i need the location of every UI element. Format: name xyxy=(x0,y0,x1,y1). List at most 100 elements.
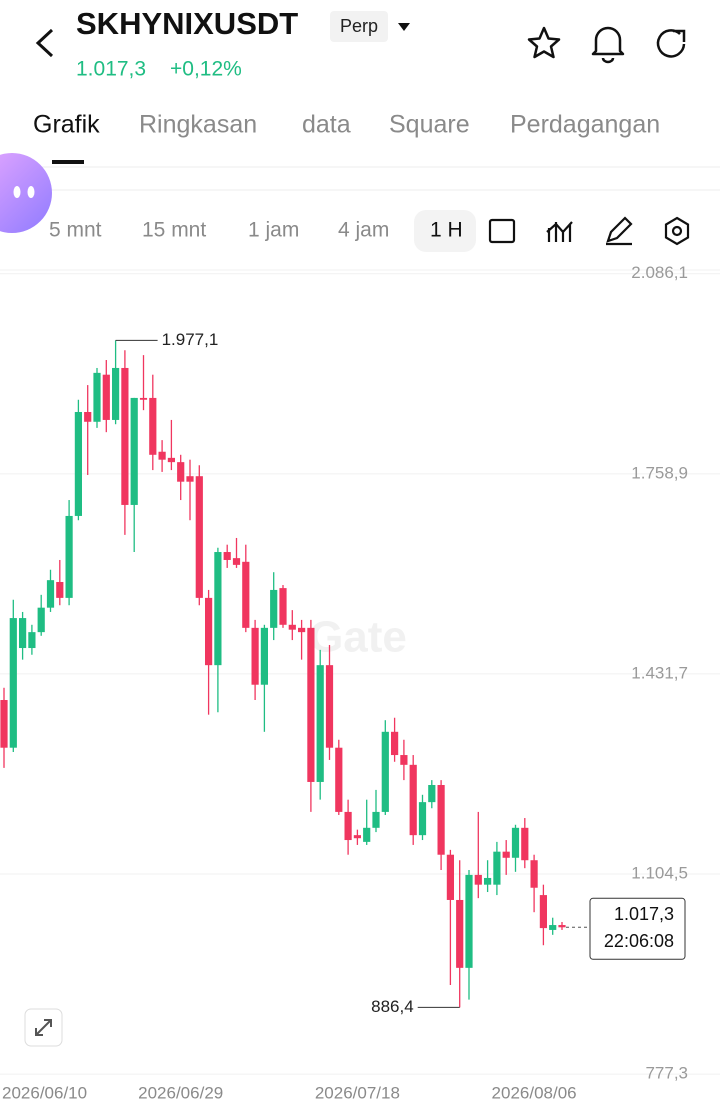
candle-body xyxy=(65,515,73,598)
candle-body xyxy=(409,764,417,836)
toolbar-icons xyxy=(488,216,690,246)
share-icon[interactable] xyxy=(656,29,686,58)
candle-body xyxy=(484,877,492,885)
candle-body xyxy=(112,367,120,420)
badge-bg xyxy=(330,11,388,42)
last-price-label: 1.017,3 xyxy=(614,904,674,924)
candle-body xyxy=(511,827,520,858)
candle-body xyxy=(158,451,166,460)
tab[interactable]: data xyxy=(302,111,351,139)
dropdown[interactable] xyxy=(398,23,410,31)
candle-body xyxy=(325,665,334,748)
tab[interactable]: Square xyxy=(389,111,470,139)
candle-body xyxy=(251,627,259,685)
assistant-bubble[interactable] xyxy=(0,153,52,233)
interval[interactable]: 1 jam xyxy=(248,219,299,242)
candle-body xyxy=(84,411,92,422)
watermark: Gate xyxy=(309,613,407,662)
candle-body xyxy=(353,835,361,839)
candle-body xyxy=(214,552,222,666)
candle-body xyxy=(242,561,250,628)
candle-body xyxy=(46,580,55,608)
candle-body xyxy=(288,624,296,630)
candle-body xyxy=(139,397,148,400)
study-icon[interactable] xyxy=(546,221,573,242)
alert-icon[interactable] xyxy=(591,26,625,64)
fullscreen-icon xyxy=(35,1019,52,1036)
indicator-icon[interactable] xyxy=(488,218,516,244)
candle-body xyxy=(56,581,64,598)
interval[interactable]: 1 H xyxy=(430,219,463,242)
change: +0,12% xyxy=(170,58,242,81)
candle-body xyxy=(307,627,315,782)
candle-body xyxy=(102,374,110,420)
x-tick-label: 2026/07/18 xyxy=(315,1083,400,1102)
tab[interactable]: Ringkasan xyxy=(139,111,257,139)
candle-body xyxy=(502,851,510,858)
interval-selected-bg xyxy=(414,210,476,252)
candle-body xyxy=(344,811,352,841)
y-tick-label: 777,3 xyxy=(645,1064,688,1083)
candle-body xyxy=(270,589,278,628)
candle-body xyxy=(446,854,454,900)
bubble-eye xyxy=(27,186,35,198)
y-tick-label: 1.431,7 xyxy=(631,663,688,682)
y-tick-label: 1.104,5 xyxy=(631,863,688,882)
candle-body xyxy=(167,457,175,463)
candle-body xyxy=(372,811,380,828)
candle-body xyxy=(530,860,538,888)
candle-body xyxy=(558,925,566,928)
candle-body xyxy=(316,665,324,782)
annotation-label: 886,4 xyxy=(371,997,414,1016)
tab[interactable]: Perdagangan xyxy=(510,111,660,139)
candle-body xyxy=(279,588,287,625)
candle-body xyxy=(381,731,389,812)
candle-body xyxy=(521,827,529,861)
candle-body xyxy=(93,372,101,422)
candle-body xyxy=(298,627,306,633)
candle-body xyxy=(205,597,213,666)
candle-body xyxy=(130,397,138,505)
candle-body xyxy=(539,895,547,929)
candle-body xyxy=(186,476,194,482)
price: 1.017,3 xyxy=(76,58,146,81)
settings-dot xyxy=(671,225,683,237)
badge: Perp xyxy=(340,16,378,36)
draw-icon[interactable] xyxy=(606,216,633,246)
x-tick-label: 2026/06/10 xyxy=(2,1083,87,1102)
candle-body xyxy=(456,899,464,968)
candle-body xyxy=(465,874,473,968)
candle-body xyxy=(9,618,17,748)
candle-body xyxy=(493,851,501,885)
last-price-time: 22:06:08 xyxy=(604,931,674,951)
candle-body xyxy=(223,552,231,560)
candle-body xyxy=(0,700,8,748)
settings-icon[interactable] xyxy=(664,216,690,246)
candle-body xyxy=(474,874,482,885)
candle-body xyxy=(149,397,157,455)
favorite-icon[interactable] xyxy=(527,26,561,59)
last-price-box xyxy=(589,897,686,960)
interval[interactable]: 4 jam xyxy=(338,219,389,242)
candle-body xyxy=(74,411,82,516)
tab-underline xyxy=(52,160,84,164)
tab[interactable]: Grafik xyxy=(33,111,100,139)
interval[interactable]: 15 mnt xyxy=(142,219,206,242)
symbol: SKHYNIXUSDT xyxy=(76,6,298,41)
candle-body xyxy=(437,785,445,855)
interval[interactable]: 5 mnt xyxy=(49,219,102,242)
candle-body xyxy=(418,802,427,836)
x-tick-label: 2026/08/06 xyxy=(492,1083,577,1102)
candle-body xyxy=(195,476,203,598)
candle-body xyxy=(549,925,557,930)
candle-body xyxy=(335,747,343,812)
candle-body xyxy=(260,627,268,685)
candle-body xyxy=(232,558,241,565)
x-tick-label: 2026/06/29 xyxy=(138,1083,223,1102)
annotation-label: 1.977,1 xyxy=(162,330,219,349)
back-button[interactable] xyxy=(35,28,54,58)
y-tick-label: 1.758,9 xyxy=(631,463,688,482)
bubble-eye xyxy=(13,186,21,198)
